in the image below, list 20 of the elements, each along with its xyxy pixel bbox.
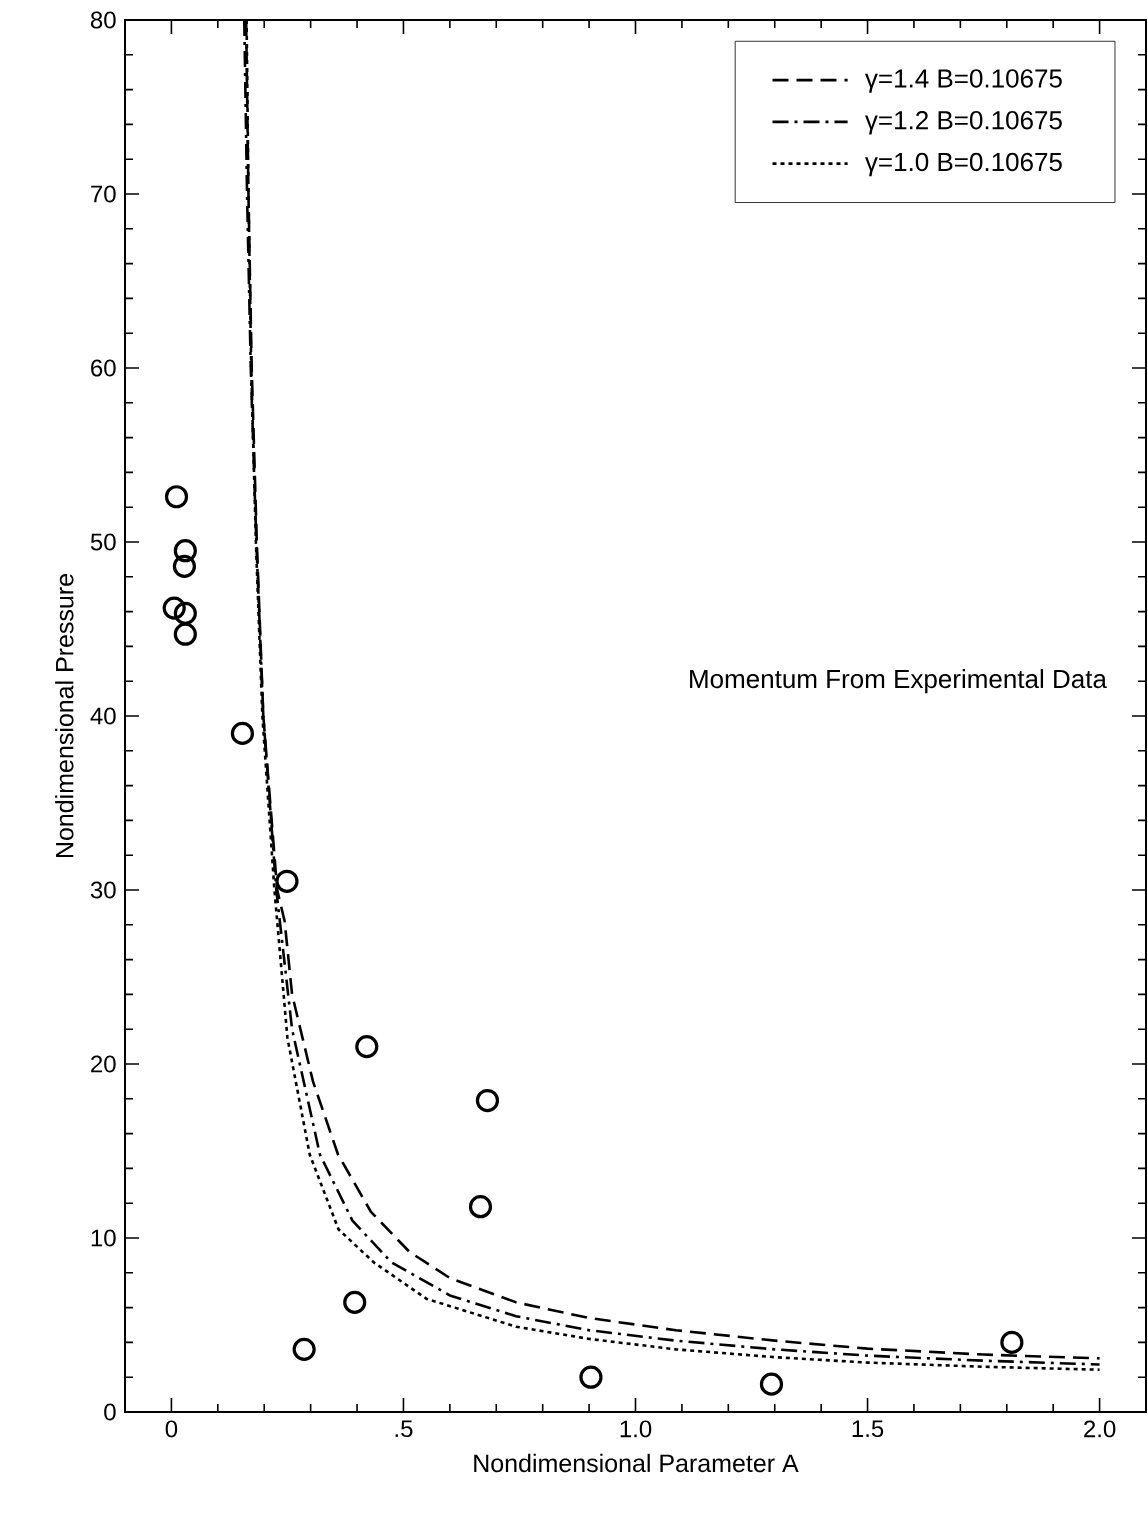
x-tick-label: .5 xyxy=(395,1420,413,1438)
legend-label: γ=1.0 B=0.10675 xyxy=(865,152,1062,177)
y-tick-label: 0 xyxy=(104,1403,116,1421)
x-axis-title: Nondimensional Parameter A xyxy=(474,1453,799,1473)
x-tick-label: 2.0 xyxy=(1084,1420,1116,1438)
x-tick-label: 1.5 xyxy=(852,1420,884,1438)
y-tick-label: 10 xyxy=(91,1229,116,1247)
y-axis-title: Nondimensional Pressure xyxy=(55,574,74,858)
y-tick-label: 70 xyxy=(91,185,116,203)
legend-label: γ=1.2 B=0.10675 xyxy=(865,111,1062,135)
y-tick-label: 40 xyxy=(90,707,116,725)
annotation: Momentum From Experimental Data xyxy=(690,669,1107,694)
y-tick-label: 20 xyxy=(91,1055,116,1073)
x-tick-label: 0 xyxy=(165,1420,178,1438)
y-tick-label: 50 xyxy=(90,533,116,551)
y-tick-label: 60 xyxy=(91,359,116,377)
y-tick-label: 80 xyxy=(90,11,116,29)
x-tick-label: 1.0 xyxy=(620,1420,652,1438)
y-tick-label: 30 xyxy=(90,881,116,899)
legend-label: γ=1.4 B=0.10675 xyxy=(865,69,1062,93)
